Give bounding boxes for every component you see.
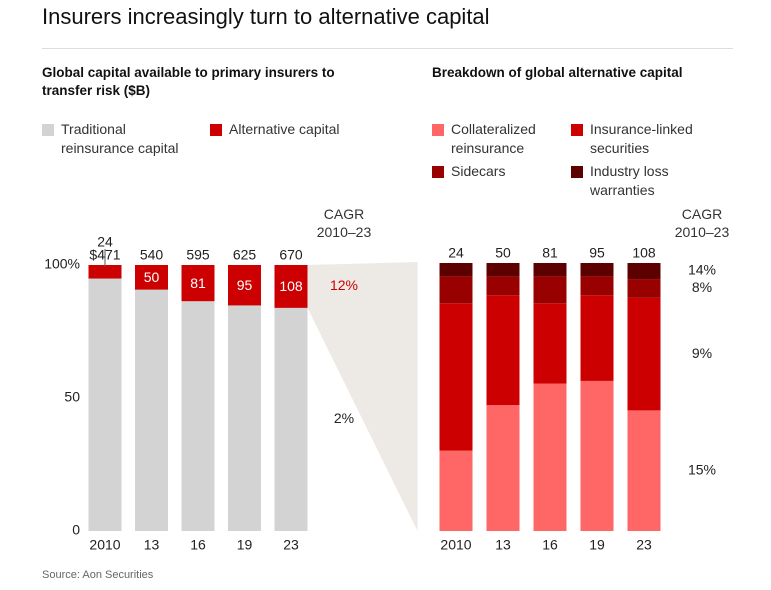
bar-segment	[533, 303, 567, 384]
bar-segment	[439, 276, 473, 304]
bar-segment	[88, 265, 122, 279]
bar-segment	[135, 289, 168, 531]
x-tick-label: 19	[589, 537, 605, 553]
bar-segment	[627, 263, 661, 280]
bar-segment	[580, 263, 614, 277]
bar-total-label: 81	[542, 245, 558, 261]
bar-total-label: 625	[233, 247, 257, 263]
x-tick-label: 2010	[89, 537, 120, 553]
bar-segment	[580, 380, 614, 531]
bar-segment	[439, 263, 473, 277]
bar-segment	[627, 297, 661, 411]
bar-total-label: 24	[448, 245, 464, 261]
page-title: Insurers increasingly turn to alternativ…	[42, 4, 490, 29]
chart-subtitle: Breakdown of global alternative capital	[432, 65, 683, 80]
bar-segment	[135, 265, 168, 290]
y-tick-label: 0	[72, 522, 80, 538]
legend-swatch	[42, 124, 54, 136]
bar-total-label: 50	[495, 245, 511, 261]
cagr-title: CAGR 2010–23	[674, 206, 730, 240]
bar-segment	[439, 450, 473, 531]
bar-segment	[580, 276, 614, 296]
x-tick-label: 13	[144, 537, 160, 553]
cagr-label: 2%	[334, 410, 354, 426]
x-tick-label: 16	[542, 537, 558, 553]
x-tick-label: 2010	[440, 537, 471, 553]
bar-segment	[627, 279, 661, 298]
legend-label: Industry loss warranties	[590, 163, 669, 198]
cagr-label: 9%	[692, 345, 712, 361]
bar-segment	[181, 301, 215, 531]
bar-segment	[181, 265, 215, 302]
cagr-label: 15%	[688, 461, 716, 477]
y-tick-label: 100%	[44, 256, 80, 272]
legend-label: Sidecars	[451, 163, 506, 179]
legend-swatch	[210, 124, 222, 136]
legend-label: Collateralized reinsurance	[451, 121, 536, 156]
bar-value-label: 95	[237, 277, 253, 293]
bar-segment	[486, 295, 520, 406]
legend-label: Traditional reinsurance capital	[61, 121, 179, 156]
legend-swatch	[571, 166, 583, 178]
source: Source: Aon Securities	[42, 569, 154, 581]
x-tick-label: 19	[237, 537, 253, 553]
legend-label: Insurance-linked securities	[590, 121, 693, 156]
cagr-label: 14%	[688, 262, 716, 278]
bar-value-label: 81	[190, 275, 206, 291]
bar-segment	[228, 305, 261, 531]
zoom-connector	[307, 262, 418, 531]
bar-total-label: 540	[140, 247, 164, 263]
cagr-title: CAGR 2010–23	[316, 206, 372, 240]
bar-total-label: 108	[632, 245, 656, 261]
legend-swatch	[571, 124, 583, 136]
bar-value-label: 108	[279, 278, 303, 294]
bar-segment	[533, 383, 567, 531]
cagr-label: 12%	[330, 277, 358, 293]
bar-segment	[274, 265, 308, 308]
bar-segment	[533, 263, 567, 277]
cagr-label: 8%	[692, 279, 712, 295]
bar-segment	[439, 303, 473, 451]
bar-total-label: 595	[186, 247, 210, 263]
x-tick-label: 23	[636, 537, 652, 553]
bar-value-label: 24	[97, 234, 113, 250]
chart-subtitle: Global capital available to primary insu…	[42, 65, 335, 98]
bar-segment	[486, 405, 520, 531]
bar-segment	[627, 410, 661, 531]
legend-label: Alternative capital	[229, 121, 340, 137]
x-tick-label: 13	[495, 537, 511, 553]
legend-swatch	[432, 124, 444, 136]
bar-segment	[486, 276, 520, 296]
bar-segment	[533, 276, 567, 304]
bar-segment	[580, 295, 614, 381]
bar-segment	[228, 265, 261, 306]
title-rule	[42, 48, 733, 49]
legend-swatch	[432, 166, 444, 178]
x-tick-label: 16	[190, 537, 206, 553]
bar-segment	[274, 307, 308, 531]
y-tick-label: 50	[64, 389, 80, 405]
bar-total-label: 95	[589, 245, 605, 261]
bar-segment	[486, 263, 520, 277]
bar-value-label: 50	[144, 269, 160, 285]
bar-segment	[88, 278, 122, 531]
bar-total-label: 670	[279, 247, 303, 263]
x-tick-label: 23	[283, 537, 299, 553]
bar-total-label: $471	[89, 247, 120, 263]
